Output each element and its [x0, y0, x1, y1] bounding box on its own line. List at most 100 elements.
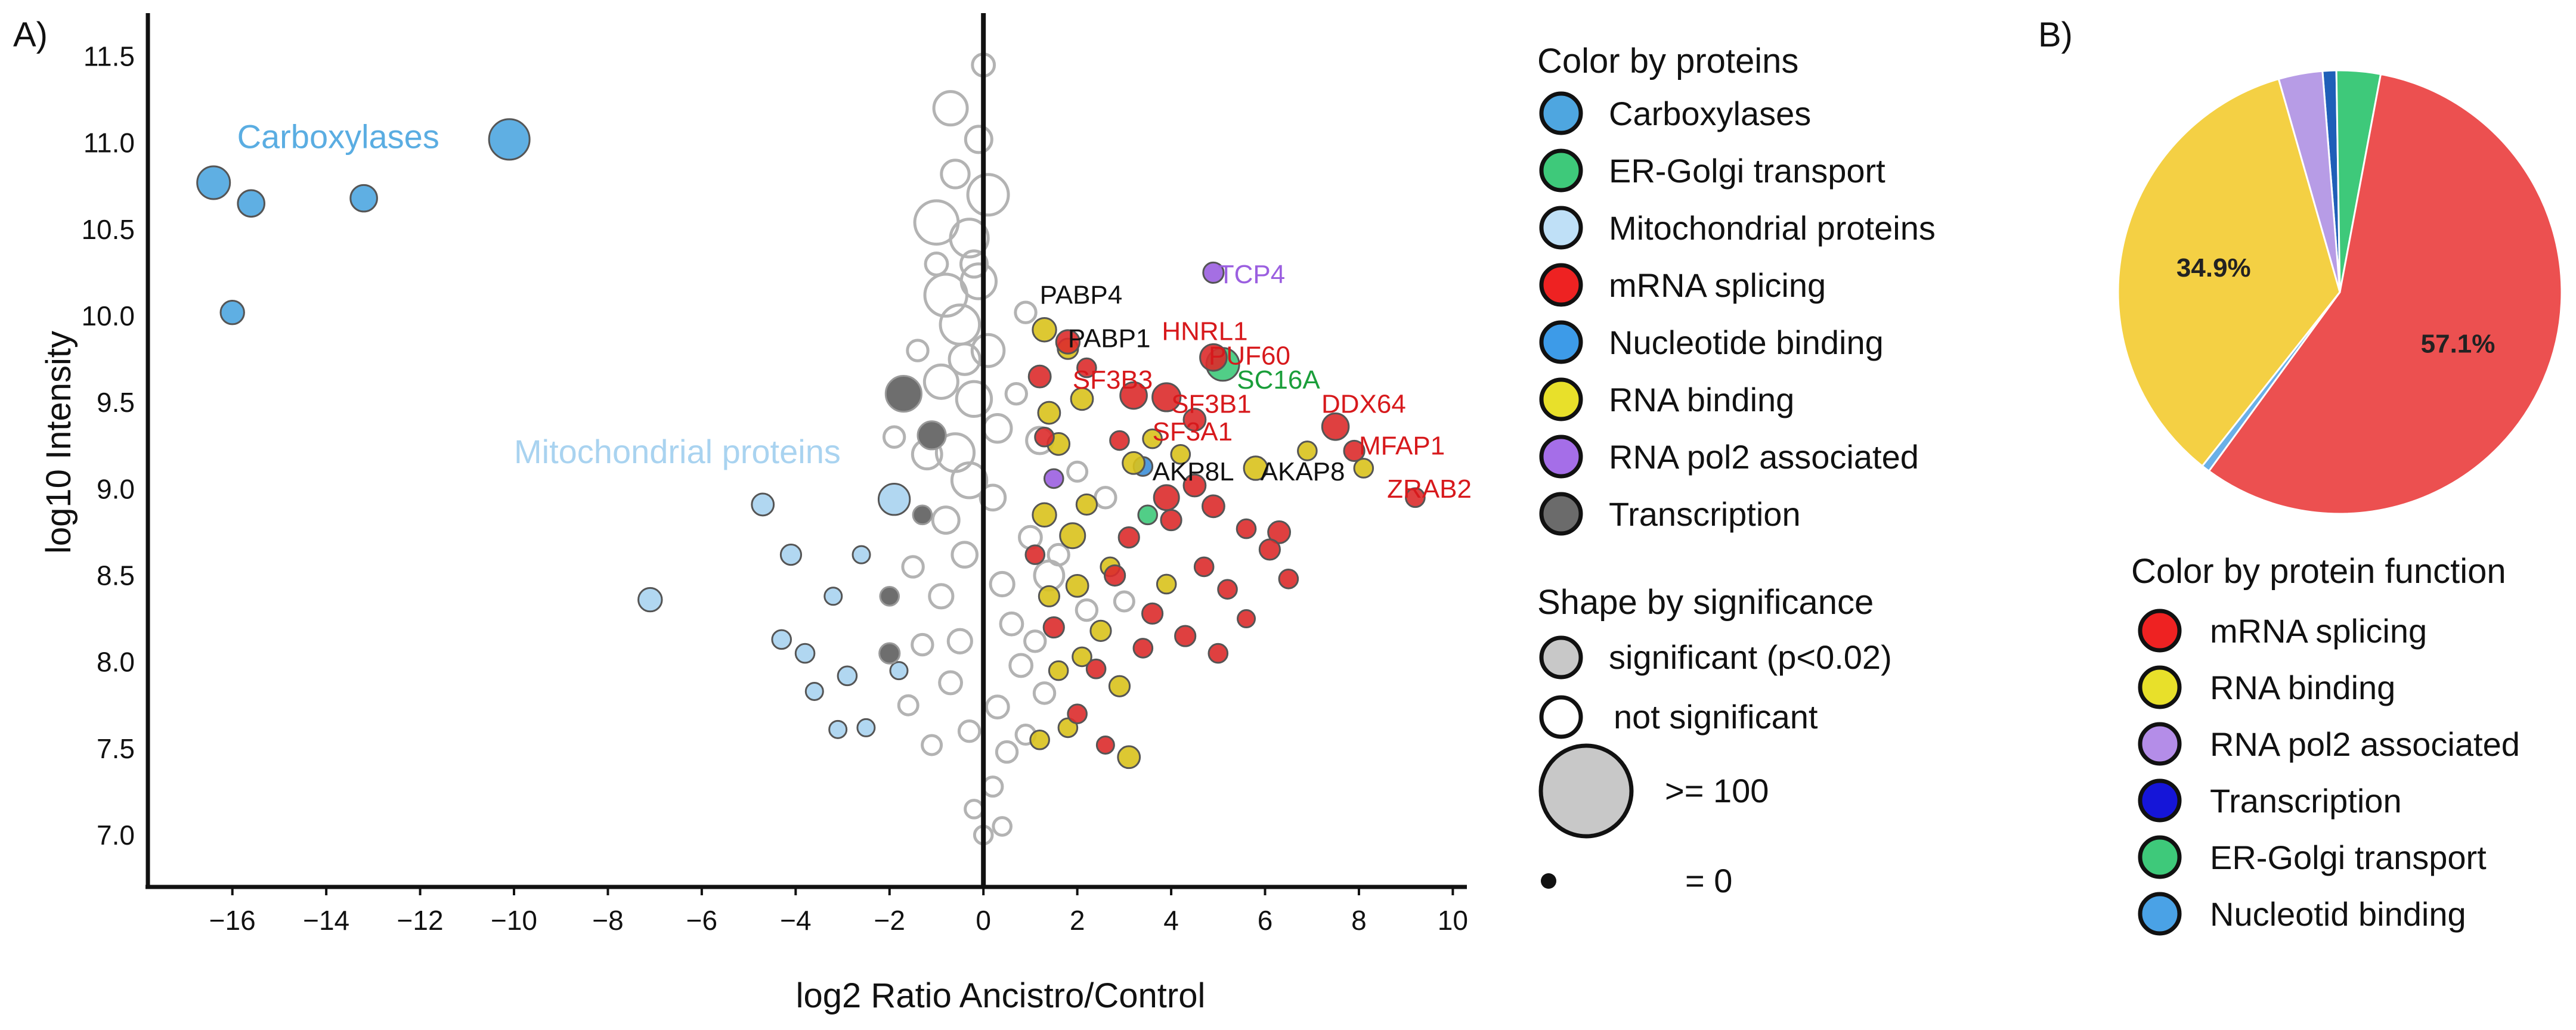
scatter-point	[1004, 381, 1028, 406]
x-tick-label: −12	[397, 905, 444, 936]
point-label: DDX64	[1321, 390, 1406, 419]
pie-panel: B) 57.1%34.9% Color by protein function …	[2038, 15, 2563, 936]
legend-color-title: Color by proteins	[1537, 42, 1798, 80]
legend-function-items: mRNA splicing RNA binding RNA pol2 associa…	[2138, 609, 2520, 936]
y-tick-label: 7.0	[97, 820, 135, 851]
x-tick-label: −8	[592, 905, 623, 936]
scatter-point-splicing	[1174, 625, 1197, 647]
x-tick-label: −16	[209, 905, 256, 936]
panel-label-b: B)	[2038, 15, 2073, 54]
scatter-point-splicing	[1104, 564, 1126, 587]
scatter-point	[1046, 542, 1070, 567]
panel-label-a: A)	[13, 15, 48, 54]
scatter-point-splicing	[1202, 494, 1225, 519]
scatter-point-rna_binding	[1243, 455, 1268, 481]
scatter-point-mito	[637, 587, 663, 613]
point-label: HNRL1	[1162, 317, 1247, 346]
group-labels: Carboxylases Mitochondrial proteins	[237, 117, 841, 470]
scatter-point	[984, 694, 1010, 719]
x-axis-title: log2 Ratio Ancistro/Control	[796, 976, 1206, 1015]
y-tick-label: 9.0	[97, 473, 135, 504]
legend-label: Carboxylases	[1609, 95, 1811, 132]
scatter-point-carboxylases	[219, 300, 245, 325]
scatter-point	[922, 363, 959, 400]
scatter-point	[959, 262, 998, 300]
scatter-point-mito	[889, 661, 909, 681]
pie-value-labels: 57.1% 34.9%	[2176, 253, 2495, 358]
legend-color-items: Carboxylases ER-Golgi transport Mitochondr…	[1539, 91, 1936, 536]
scatter-point-splicing	[1095, 735, 1115, 755]
point-label: SC16A	[1237, 365, 1320, 395]
scatter-point-splicing	[1405, 487, 1426, 508]
scatter-point-splicing	[1024, 544, 1046, 565]
scatter-point-splicing	[1067, 703, 1088, 725]
legend-shape-label: significant (p<0.02)	[1609, 638, 1892, 676]
scatter-point	[1008, 653, 1034, 678]
x-tick-label: 6	[1258, 905, 1273, 936]
scatter-point	[1094, 486, 1117, 510]
legend-swatch-icon	[2138, 722, 2182, 766]
scatter-point-splicing	[1182, 408, 1207, 432]
scatter-point-mito	[779, 544, 803, 566]
scatter-point-transcription	[912, 504, 933, 526]
point-label: TCP4	[1218, 260, 1285, 289]
y-tick-label: 9.5	[97, 387, 135, 418]
scatter-point-transcription	[879, 586, 900, 607]
scatter-point	[897, 694, 919, 716]
scatter-point	[946, 628, 973, 654]
scatter-point	[932, 90, 969, 127]
legend-label: Transcription	[2210, 782, 2402, 820]
legend-label: Transcription	[1609, 495, 1801, 533]
legend-label: Mitochondrial proteins	[1609, 209, 1936, 247]
y-tick-label: 7.5	[97, 733, 135, 764]
pie-slice	[2277, 70, 2341, 293]
scatter-point-mito	[856, 718, 876, 737]
point-label: ZRAB2	[1387, 474, 1472, 504]
scatter-point-mito	[751, 492, 775, 517]
scatter-point	[1075, 598, 1099, 622]
scatter-point-splicing	[1217, 579, 1238, 600]
scatter-point	[1113, 590, 1135, 613]
scatter-point-mito	[877, 483, 911, 516]
scatter-point-splicing	[1208, 643, 1229, 664]
x-tick-labels: −16 −14 −12 −10 −8 −6 −4 −2 0 2 4 6 8 10	[209, 887, 1468, 936]
legend-shape-dot-icon	[1541, 873, 1556, 889]
scatter-point	[957, 719, 982, 743]
legend-proteins: Color by proteins Carboxylases ER-Golgi t…	[1537, 42, 1936, 899]
scatter-point-carboxylases	[349, 184, 378, 213]
scatter-point	[924, 252, 949, 277]
scatter-point-rna_binding	[1156, 573, 1177, 595]
scatter-point-pol2	[1043, 468, 1064, 489]
scatter-point-splicing	[1076, 357, 1097, 379]
scatter-point-splicing	[1153, 484, 1180, 511]
scatter-point	[982, 413, 1013, 444]
scatter-point-rna_binding	[1142, 428, 1163, 449]
legend-swatch-icon	[2138, 835, 2182, 879]
point-label: SF3A1	[1153, 417, 1233, 446]
scatter-point	[1023, 629, 1047, 653]
scatter-point-rna_binding	[1070, 387, 1094, 411]
pie-value-label: 34.9%	[2176, 253, 2251, 283]
legend-swatch-icon	[1539, 263, 1583, 307]
point-label: SF3B1	[1171, 390, 1252, 419]
scatter-point-splicing	[1258, 538, 1281, 561]
scatter-point-splicing	[1199, 343, 1228, 372]
group-label: Mitochondrial proteins	[514, 433, 841, 470]
pie-slice	[2117, 77, 2341, 467]
scatter-point	[882, 425, 906, 449]
scatter-point-transcription	[878, 642, 901, 665]
scatter-point	[901, 555, 925, 579]
legend-swatch-icon	[1539, 435, 1583, 479]
scatter-point-mito	[823, 587, 843, 606]
scatter-point-rna_binding	[1037, 401, 1061, 425]
scatter-point	[921, 734, 943, 756]
scatter-point-splicing	[1151, 382, 1182, 412]
legend-swatch-icon	[1539, 206, 1583, 250]
legend-swatch-icon	[2138, 665, 2182, 709]
x-tick-label: 4	[1163, 905, 1179, 936]
y-tick-labels: 7.0 7.5 8.0 8.5 9.0 9.5 10.0 10.5 11.0 11.5	[81, 41, 135, 851]
scatter-point	[959, 249, 989, 279]
scatter-point	[906, 339, 930, 362]
scatter-point-splicing	[1034, 426, 1055, 448]
